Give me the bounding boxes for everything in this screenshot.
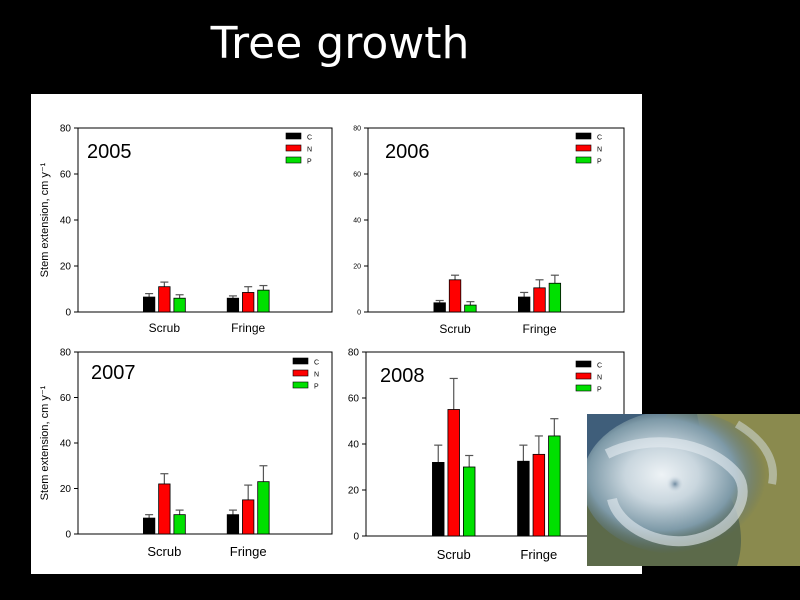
legend-label-N: N [314, 372, 319, 379]
y-axis-label: Stem extension, cm y⁻¹ [39, 162, 51, 277]
bar-N-fringe [532, 453, 546, 537]
legend-label-C: C [307, 135, 312, 142]
legend-label-C: C [597, 363, 602, 370]
legend-label-P: P [307, 159, 312, 166]
y-tick-label: 20 [353, 263, 361, 270]
y-tick-label: 60 [60, 170, 72, 181]
legend-swatch-P [292, 381, 309, 389]
bar-N-fringe [533, 287, 546, 313]
x-category-label: Scrub [437, 547, 471, 562]
x-category-label: Scrub [149, 321, 181, 335]
bar-P-scrub [464, 304, 477, 313]
chart-title: 2006 [385, 141, 430, 163]
legend-label-P: P [597, 159, 602, 166]
y-tick-label: 20 [60, 484, 72, 495]
legend-swatch-C [575, 132, 592, 140]
legend-swatch-P [575, 156, 592, 164]
y-tick-label: 80 [353, 125, 361, 132]
bar-P-scrub [173, 514, 186, 535]
chart-2005: 0 20 40 60 80 Stem extension, cm y⁻¹ 2005 Scrub… [39, 124, 333, 335]
chart-title: 2007 [91, 362, 136, 384]
bar-N-scrub [158, 286, 171, 313]
bar-C-scrub [433, 302, 446, 313]
legend-swatch-C [292, 357, 309, 365]
y-tick-label: 0 [357, 309, 361, 316]
legend-label-P: P [597, 387, 602, 394]
y-tick-label: 40 [348, 440, 360, 451]
x-category-label: Scrub [439, 322, 471, 336]
y-tick-label: 60 [353, 171, 361, 178]
bar-C-fringe [518, 296, 531, 313]
bar-P-fringe [548, 282, 562, 313]
y-tick-label: 60 [60, 393, 72, 404]
legend-label-N: N [307, 147, 312, 154]
bar-P-fringe [548, 435, 561, 537]
bar-N-scrub [448, 279, 462, 313]
x-category-label: Fringe [230, 544, 267, 559]
y-tick-label: 80 [60, 348, 72, 359]
legend-label-N: N [597, 147, 602, 154]
bar-C-scrub [143, 517, 156, 535]
chart-title: 2005 [87, 141, 132, 163]
chart-2008: 0 20 40 60 80 2008 Scrub Fringe CNP [348, 348, 625, 562]
bar-C-fringe [517, 460, 530, 537]
bar-C-fringe [226, 514, 240, 535]
y-tick-label: 40 [60, 439, 72, 450]
bar-C-scrub [432, 461, 445, 537]
bar-C-scrub [143, 296, 156, 313]
x-category-label: Scrub [147, 544, 181, 559]
legend-swatch-N [575, 372, 592, 380]
bar-P-fringe [257, 289, 270, 313]
bar-N-fringe [242, 292, 255, 313]
bar-P-scrub [462, 466, 476, 537]
y-tick-label: 0 [353, 532, 359, 543]
bar-P-scrub [173, 297, 186, 313]
x-category-label: Fringe [523, 322, 557, 336]
y-tick-label: 40 [353, 217, 361, 224]
legend-label-C: C [597, 135, 602, 142]
y-axis-label: Stem extension, cm y⁻¹ [39, 385, 51, 500]
legend-swatch-N [575, 144, 592, 152]
bar-N-fringe [242, 499, 255, 535]
legend-swatch-N [292, 369, 309, 377]
legend-swatch-N [285, 144, 302, 152]
y-tick-label: 60 [348, 394, 360, 405]
x-category-label: Fringe [231, 321, 265, 335]
y-tick-label: 40 [60, 216, 72, 227]
chart-2007: 0 20 40 60 80 Stem extension, cm y⁻¹ 2007 Scrub… [39, 348, 333, 559]
legend-swatch-P [575, 384, 592, 392]
bar-N-scrub [158, 483, 171, 535]
x-category-label: Fringe [520, 547, 557, 562]
bar-C-fringe [226, 297, 240, 313]
y-tick-label: 20 [60, 262, 72, 273]
y-tick-label: 0 [65, 308, 71, 319]
legend-label-N: N [597, 375, 602, 382]
slide-title: Tree growth [210, 18, 470, 69]
legend-label-C: C [314, 360, 319, 367]
y-tick-label: 80 [348, 348, 360, 359]
chart-2006: 0 20 40 60 80 2006 Scrub Fringe CNP [353, 125, 625, 336]
y-tick-label: 0 [65, 530, 71, 541]
chart-title: 2008 [380, 365, 425, 387]
legend-swatch-C [575, 360, 592, 368]
legend-label-P: P [314, 384, 319, 391]
legend-swatch-P [285, 156, 302, 164]
legend-swatch-C [285, 132, 302, 140]
bar-N-scrub [447, 409, 460, 537]
y-tick-label: 20 [348, 486, 360, 497]
satellite-cyclone-image [587, 414, 800, 566]
bar-P-fringe [257, 481, 270, 535]
y-tick-label: 80 [60, 124, 72, 135]
